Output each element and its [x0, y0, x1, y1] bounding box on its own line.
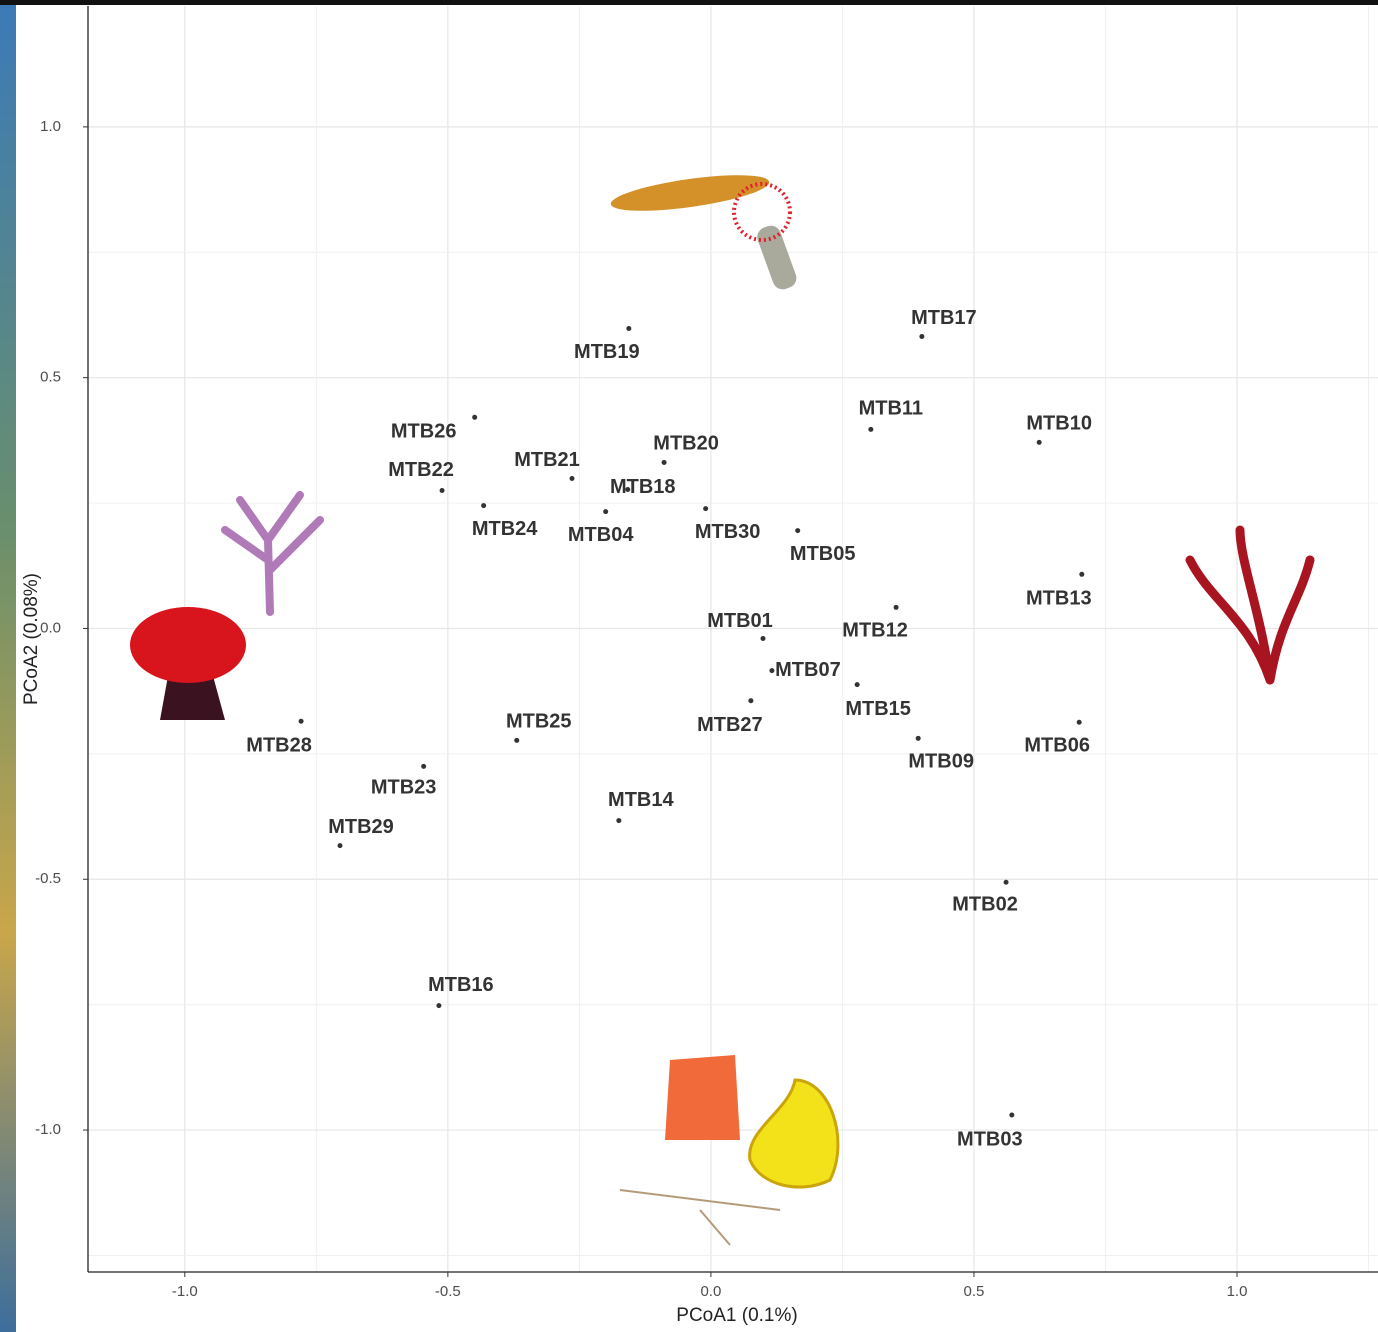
- x-tick-label: -1.0: [172, 1283, 198, 1300]
- point-label: MTB02: [952, 894, 1018, 916]
- x-tick-label: -0.5: [435, 1283, 461, 1300]
- point: [337, 843, 343, 849]
- tube-worm: [757, 225, 797, 290]
- point: [298, 718, 304, 724]
- x-tick-label: 1.0: [1227, 1283, 1248, 1300]
- point-label: MTB07: [775, 659, 841, 681]
- sea-cucumber: [665, 1055, 740, 1140]
- point-label: MTB24: [472, 518, 538, 540]
- point-label: MTB04: [568, 524, 634, 546]
- tube-worm-crown: [732, 182, 792, 242]
- point-label: MTB11: [859, 398, 923, 420]
- point: [1003, 879, 1009, 885]
- point-label: MTB22: [388, 459, 454, 481]
- point-label: MTB28: [246, 735, 312, 757]
- point: [569, 475, 575, 481]
- point: [703, 506, 709, 512]
- point: [868, 426, 874, 432]
- point-label: MTB25: [506, 711, 572, 733]
- point: [893, 604, 899, 610]
- y-tick-label: -1.0: [35, 1121, 61, 1138]
- point-label: MTB09: [908, 751, 974, 773]
- point-label: MTB26: [391, 421, 457, 443]
- y-tick-label: 0.5: [40, 369, 61, 386]
- point-label: MTB19: [574, 341, 640, 363]
- point-label: MTB14: [608, 789, 674, 811]
- point-label: MTB17: [911, 307, 977, 329]
- point: [769, 668, 775, 674]
- point-label: MTB21: [514, 449, 580, 471]
- point: [626, 326, 632, 332]
- point-label: MTB20: [653, 433, 719, 455]
- point: [421, 763, 427, 769]
- point: [481, 503, 487, 509]
- point: [439, 488, 445, 494]
- point: [1036, 439, 1042, 445]
- point-label: MTB06: [1024, 735, 1090, 757]
- x-tick-label: 0.5: [964, 1283, 985, 1300]
- y-tick-label: 0.0: [40, 619, 61, 636]
- red-alga: [1185, 525, 1315, 685]
- point: [748, 698, 754, 704]
- y-tick-label: -0.5: [35, 870, 61, 887]
- point: [603, 509, 609, 515]
- point-label: MTB27: [697, 714, 763, 736]
- point: [1079, 571, 1085, 577]
- points: MTB19 MTB17 MTB26 MTB11 MTB10 MTB20 MTB21 MTB22…: [246, 307, 1092, 1150]
- soft-coral: [221, 491, 324, 616]
- point-label: MTB18: [610, 476, 676, 498]
- side-strip: [0, 0, 16, 1332]
- point: [1076, 719, 1082, 725]
- grid: [88, 6, 1378, 1272]
- point: [436, 1003, 442, 1009]
- illustrations: [130, 175, 1315, 1246]
- top-bar: [0, 0, 1378, 5]
- point-label: MTB05: [790, 543, 856, 565]
- point: [1009, 1112, 1015, 1118]
- x-tick-label: 0.0: [700, 1283, 721, 1300]
- point-label: MTB23: [371, 777, 437, 799]
- point: [616, 818, 622, 824]
- shrimp: [619, 1189, 781, 1246]
- x-axis-title: PCoA1 (0.1%): [676, 1305, 797, 1326]
- point: [625, 487, 631, 493]
- point-label: MTB03: [957, 1128, 1023, 1150]
- point: [760, 635, 766, 641]
- y-tick-label: 1.0: [40, 118, 61, 135]
- point: [854, 682, 860, 688]
- point-label: MTB01: [707, 610, 773, 632]
- flatworm: [610, 175, 770, 211]
- point: [472, 414, 478, 420]
- point-label: MTB30: [695, 521, 761, 543]
- point-label: MTB12: [842, 620, 908, 642]
- y-axis-title: PCoA2 (0.08%): [21, 573, 42, 705]
- point: [915, 735, 921, 741]
- point: [514, 737, 520, 743]
- point: [919, 334, 925, 340]
- sponge: [748, 1078, 840, 1189]
- point: [795, 528, 801, 534]
- point-label: MTB15: [845, 698, 911, 720]
- point-label: MTB16: [428, 974, 494, 996]
- point-label: MTB29: [328, 816, 394, 838]
- point-label: MTB10: [1026, 413, 1092, 435]
- point: [661, 459, 667, 465]
- anemone-tentacles: [130, 607, 246, 683]
- point-label: MTB13: [1026, 588, 1092, 610]
